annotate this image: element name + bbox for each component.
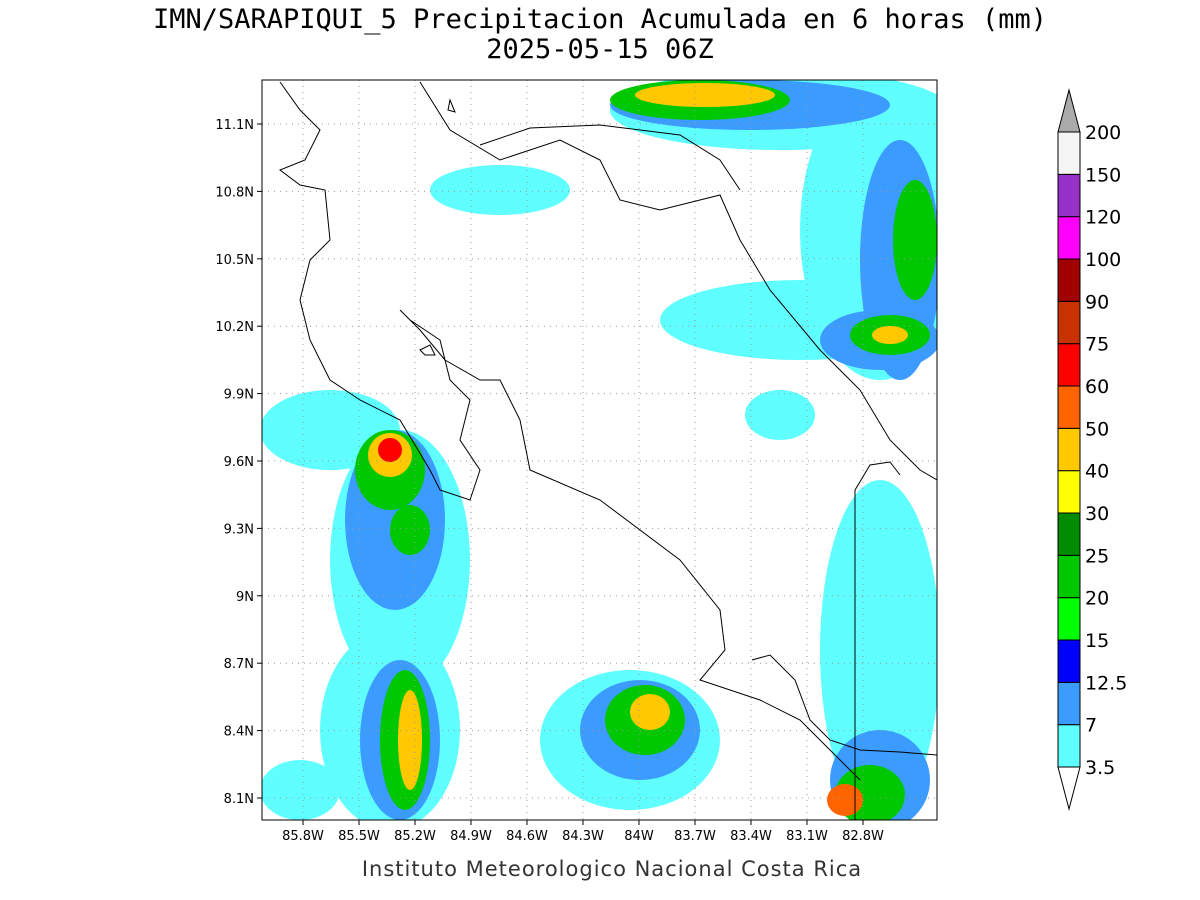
colorbar-label: 30 — [1085, 503, 1109, 525]
grid: 11.1N 10.8N 10.5N 10.2N 9.9N 9.6N 9.3N 9N 8.7N 8.… — [215, 80, 937, 844]
subtitle: 2025-05-15 06Z — [486, 34, 714, 65]
border — [479, 124, 937, 820]
lat-label: 8.7N — [224, 657, 254, 672]
colorbar: 3.5 7 12.5 15 20 25 30 40 50 60 75 90 100 120 150 200 — [1057, 88, 1127, 811]
lon-label: 84.6W — [506, 829, 548, 844]
lat-label: 9.6N — [224, 455, 254, 470]
coastline — [278, 81, 861, 781]
colorbar-label: 90 — [1085, 291, 1109, 313]
lat-label: 9.9N — [224, 388, 254, 403]
lon-label: 85.5W — [338, 829, 380, 844]
colorbar-label: 100 — [1085, 249, 1121, 271]
lon-label: 82.8W — [842, 829, 884, 844]
lon-label: 83.4W — [730, 829, 772, 844]
footer: Instituto Meteorologico Nacional Costa R… — [362, 857, 862, 881]
colorbar-label: 60 — [1085, 376, 1109, 398]
colorbar-box — [1057, 216, 1081, 260]
precip-heavy — [368, 83, 908, 816]
colorbar-label: 25 — [1085, 545, 1109, 567]
colorbar-label: 150 — [1085, 164, 1121, 186]
lat-label: 8.1N — [224, 792, 254, 807]
colorbar-label: 40 — [1085, 461, 1109, 483]
map-frame — [261, 79, 938, 821]
colorbar-label: 75 — [1085, 334, 1109, 356]
colorbar-label: 12.5 — [1085, 672, 1127, 694]
coastline — [419, 81, 937, 481]
colorbar-box — [1057, 173, 1081, 218]
colorbar-box — [1057, 131, 1081, 175]
lon-label: 84W — [624, 829, 654, 844]
lat-label: 10.8N — [215, 185, 254, 200]
colorbar-box — [1057, 300, 1081, 345]
lat-label: 8.4N — [224, 725, 254, 740]
colorbar-box — [1057, 554, 1081, 599]
colorbar-box — [1057, 258, 1081, 302]
lat-label: 11.1N — [215, 118, 254, 133]
colorbar-label: 3.5 — [1085, 757, 1115, 779]
colorbar-label: 15 — [1085, 630, 1109, 652]
coastlines — [278, 81, 937, 820]
colorbar-over — [1057, 88, 1081, 133]
lon-label: 84.3W — [562, 829, 604, 844]
colorbar-label: 7 — [1085, 715, 1097, 737]
colorbar-box — [1057, 681, 1081, 726]
colorbar-box — [1057, 470, 1081, 514]
precip-field — [262, 80, 937, 820]
colorbar-label: 50 — [1085, 418, 1109, 440]
lon-label: 85.8W — [282, 829, 324, 844]
colorbar-label: 20 — [1085, 588, 1109, 610]
colorbar-box — [1057, 597, 1081, 641]
colorbar-box — [1057, 385, 1081, 429]
lat-label: 9.3N — [224, 522, 254, 537]
colorbar-box — [1057, 343, 1081, 387]
lon-label: 83.7W — [674, 829, 716, 844]
lon-label: 85.2W — [394, 829, 436, 844]
colorbar-label: 120 — [1085, 207, 1121, 229]
lon-label: 83.1W — [786, 829, 828, 844]
colorbar-label: 200 — [1085, 122, 1121, 144]
colorbar-box — [1057, 512, 1081, 556]
colorbar-under — [1057, 766, 1081, 811]
lon-label: 84.9W — [450, 829, 492, 844]
lat-label: 10.5N — [215, 253, 254, 268]
lat-label: 9N — [236, 590, 254, 605]
title: IMN/SARAPIQUI_5 Precipitacion Acumulada … — [153, 4, 1047, 35]
lat-label: 10.2N — [215, 320, 254, 335]
colorbar-box — [1057, 427, 1081, 472]
colorbar-box — [1057, 639, 1081, 683]
island — [419, 98, 456, 356]
colorbar-box — [1057, 724, 1081, 768]
